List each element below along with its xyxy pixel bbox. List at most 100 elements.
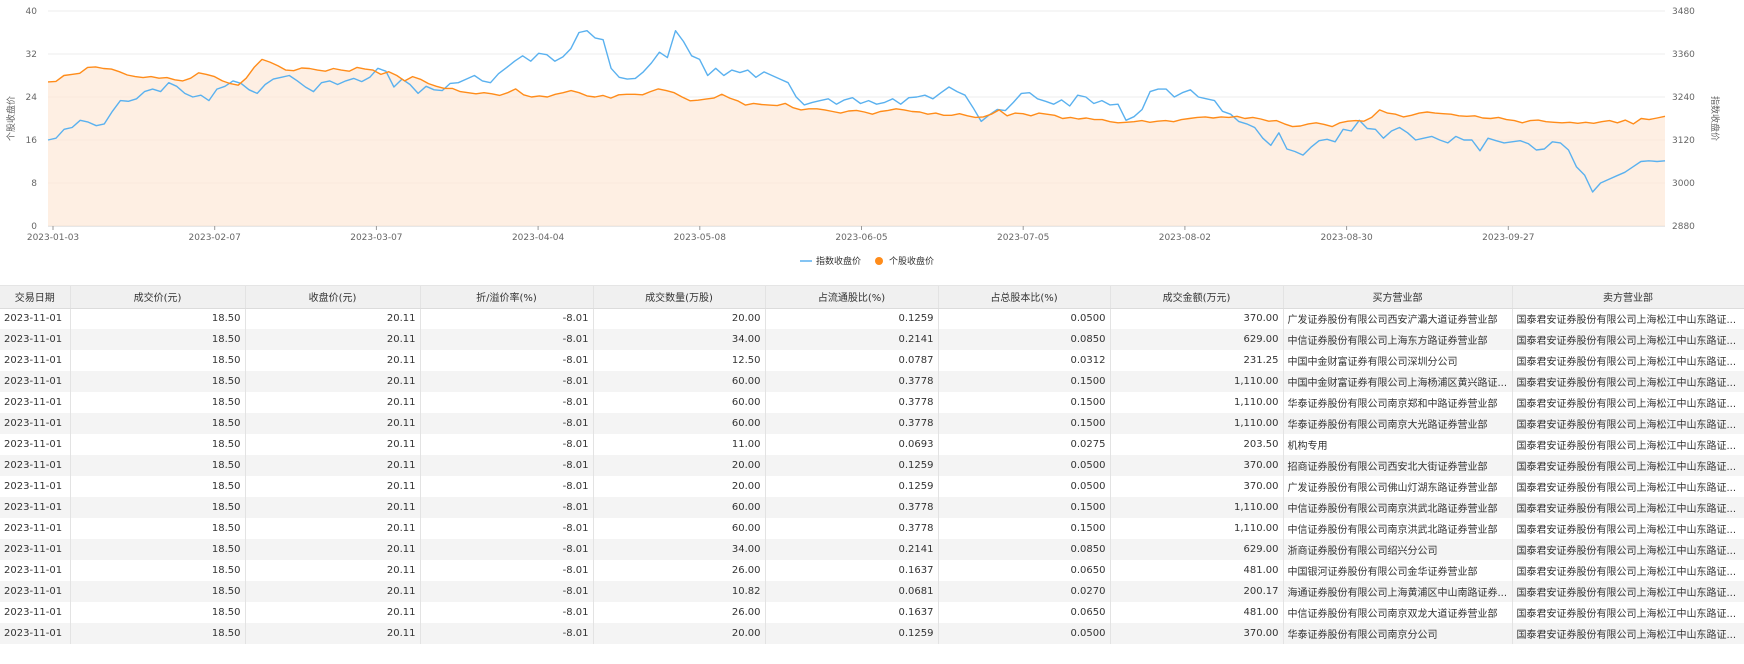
table-cell: 国泰君安证券股份有限公司上海松江中山东路证... — [1512, 371, 1744, 392]
x-axis-tick-label: 2023-01-03 — [27, 233, 79, 243]
table-cell: -8.01 — [420, 560, 594, 581]
table-cell: 18.50 — [70, 602, 246, 623]
table-row[interactable]: 2023-11-01 18.50 20.11 -8.01 60.00 0.3778 0.15… — [0, 371, 1744, 392]
x-axis-tick-label: 2023-07-05 — [997, 233, 1049, 243]
left-axis-title: 个股收盘价 — [5, 96, 17, 141]
column-header[interactable]: 占总股本比(%) — [938, 286, 1111, 309]
column-header[interactable]: 成交金额(万元) — [1110, 286, 1284, 309]
x-axis-tick-label: 2023-06-05 — [835, 233, 887, 243]
table-cell: 国泰君安证券股份有限公司上海松江中山东路证... — [1512, 329, 1744, 350]
table-row[interactable]: 2023-11-01 18.50 20.11 -8.01 60.00 0.3778 0.15… — [0, 497, 1744, 518]
table-cell: 20.11 — [245, 581, 421, 602]
table-cell: 2023-11-01 — [0, 497, 71, 518]
table-row[interactable]: 2023-11-01 18.50 20.11 -8.01 34.00 0.2141 0.08… — [0, 329, 1744, 350]
table-cell: 34.00 — [593, 539, 766, 560]
table-cell: 中信证券股份有限公司上海东方路证券营业部 — [1283, 329, 1513, 350]
table-cell: -8.01 — [420, 434, 594, 455]
table-row[interactable]: 2023-11-01 18.50 20.11 -8.01 20.00 0.1259 0.05… — [0, 623, 1744, 644]
table-cell: 国泰君安证券股份有限公司上海松江中山东路证... — [1512, 413, 1744, 434]
table-cell: 0.0787 — [765, 350, 939, 371]
table-cell: -8.01 — [420, 455, 594, 476]
block-trade-table: 交易日期 成交价(元) 收盘价(元) 折/溢价率(%) 成交数量(万股) 占流通股比(%)… — [0, 285, 1744, 664]
left-axis-tick-label: 16 — [26, 136, 38, 146]
column-header[interactable]: 交易日期 — [0, 286, 71, 309]
table-cell: 1,110.00 — [1110, 518, 1284, 539]
table-cell: 18.50 — [70, 581, 246, 602]
table-row[interactable]: 2023-11-01 18.50 20.11 -8.01 26.00 0.1637 0.06… — [0, 602, 1744, 623]
table-row[interactable]: 2023-11-01 18.50 20.11 -8.01 34.00 0.2141 0.08… — [0, 539, 1744, 560]
price-chart-svg: 0816243240288030003120324033603480个股收盘价指… — [5, 7, 1721, 267]
table-cell: 2023-11-01 — [0, 602, 71, 623]
table-row[interactable]: 2023-11-01 18.50 20.11 -8.01 11.00 0.0693 0.02… — [0, 434, 1744, 455]
table-cell: 18.50 — [70, 392, 246, 413]
table-cell: 2023-11-01 — [0, 434, 71, 455]
table-cell: 20.11 — [245, 413, 421, 434]
table-cell: 26.00 — [593, 602, 766, 623]
column-header[interactable]: 成交数量(万股) — [593, 286, 766, 309]
table-cell: 20.11 — [245, 434, 421, 455]
table-cell: 0.3778 — [765, 392, 939, 413]
table-row[interactable]: 2023-11-01 18.50 20.11 -8.01 20.00 0.1259 0.05… — [0, 455, 1744, 476]
table-cell: 481.00 — [1110, 560, 1284, 581]
table-row[interactable]: 2023-11-01 18.50 20.11 -8.01 20.00 0.1259 0.05… — [0, 308, 1744, 329]
table-cell: 广发证券股份有限公司佛山灯湖东路证券营业部 — [1283, 476, 1513, 497]
left-axis-tick-label: 0 — [31, 222, 37, 232]
table-cell: 0.1259 — [765, 476, 939, 497]
table-cell: -8.01 — [420, 371, 594, 392]
x-axis-tick-label: 2023-02-07 — [189, 233, 241, 243]
table-cell: 华泰证券股份有限公司南京大光路证券营业部 — [1283, 413, 1513, 434]
table-cell: 0.3778 — [765, 518, 939, 539]
table-cell: 0.1500 — [938, 392, 1111, 413]
table-cell: 18.50 — [70, 497, 246, 518]
table-cell: -8.01 — [420, 413, 594, 434]
table-cell: 国泰君安证券股份有限公司上海松江中山东路证... — [1512, 476, 1744, 497]
table-cell: 18.50 — [70, 308, 246, 329]
column-header[interactable]: 收盘价(元) — [245, 286, 421, 309]
right-axis-tick-label: 3480 — [1672, 7, 1695, 17]
table-cell: 370.00 — [1110, 476, 1284, 497]
table-row[interactable]: 2023-11-01 18.50 20.11 -8.01 60.00 0.3778 0.15… — [0, 518, 1744, 539]
column-header[interactable]: 折/溢价率(%) — [420, 286, 594, 309]
column-header[interactable]: 卖方营业部 — [1512, 286, 1744, 309]
table-row[interactable]: 2023-11-01 18.50 20.11 -8.01 60.00 0.3778 0.15… — [0, 413, 1744, 434]
table-row[interactable]: 2023-11-01 18.50 20.11 -8.01 26.00 0.1637 0.06… — [0, 560, 1744, 581]
right-axis-tick-label: 3120 — [1672, 136, 1695, 146]
table-row[interactable]: 2023-11-01 18.50 20.11 -8.01 10.82 0.0681 0.02… — [0, 581, 1744, 602]
x-axis-tick-label: 2023-03-07 — [350, 233, 402, 243]
table-cell: 国泰君安证券股份有限公司上海松江中山东路证... — [1512, 455, 1744, 476]
table-cell: 0.1637 — [765, 602, 939, 623]
table-cell: 中国银河证券股份有限公司金华证券营业部 — [1283, 560, 1513, 581]
table-cell: 20.00 — [593, 476, 766, 497]
table-cell: 18.50 — [70, 371, 246, 392]
table-cell: 2023-11-01 — [0, 371, 71, 392]
table-cell: 20.00 — [593, 455, 766, 476]
table-cell: 0.0500 — [938, 476, 1111, 497]
column-header[interactable]: 买方营业部 — [1283, 286, 1513, 309]
table-cell: 20.11 — [245, 476, 421, 497]
table-row[interactable]: 2023-11-01 18.50 20.11 -8.01 12.50 0.0787 0.03… — [0, 350, 1744, 371]
table-cell: -8.01 — [420, 518, 594, 539]
table-row[interactable]: 2023-11-01 18.50 20.11 -8.01 20.00 0.1259 0.05… — [0, 476, 1744, 497]
table-cell: 0.1500 — [938, 371, 1111, 392]
table-cell: 2023-11-01 — [0, 518, 71, 539]
table-row[interactable]: 2023-11-01 18.50 20.11 -8.01 60.00 0.3778 0.15… — [0, 392, 1744, 413]
table-cell: 18.50 — [70, 413, 246, 434]
table-cell: 机构专用 — [1283, 434, 1513, 455]
table-cell: 国泰君安证券股份有限公司上海松江中山东路证... — [1512, 602, 1744, 623]
column-header[interactable]: 成交价(元) — [70, 286, 246, 309]
table-cell: 20.11 — [245, 623, 421, 644]
right-axis-tick-label: 3360 — [1672, 50, 1695, 60]
table-cell: 浙商证券股份有限公司绍兴分公司 — [1283, 539, 1513, 560]
table-cell: 481.00 — [1110, 602, 1284, 623]
table-cell: 18.50 — [70, 476, 246, 497]
column-header[interactable]: 占流通股比(%) — [765, 286, 939, 309]
table-cell: 国泰君安证券股份有限公司上海松江中山东路证... — [1512, 581, 1744, 602]
table-cell: 2023-11-01 — [0, 539, 71, 560]
table-cell: 18.50 — [70, 539, 246, 560]
table-cell: 2023-11-01 — [0, 413, 71, 434]
table-body: 2023-11-01 18.50 20.11 -8.01 20.00 0.1259 0.05… — [0, 308, 1744, 644]
table-cell: 0.1259 — [765, 623, 939, 644]
x-axis-tick-label: 2023-08-30 — [1320, 233, 1373, 243]
table-cell: 60.00 — [593, 413, 766, 434]
table-cell: 国泰君安证券股份有限公司上海松江中山东路证... — [1512, 392, 1744, 413]
